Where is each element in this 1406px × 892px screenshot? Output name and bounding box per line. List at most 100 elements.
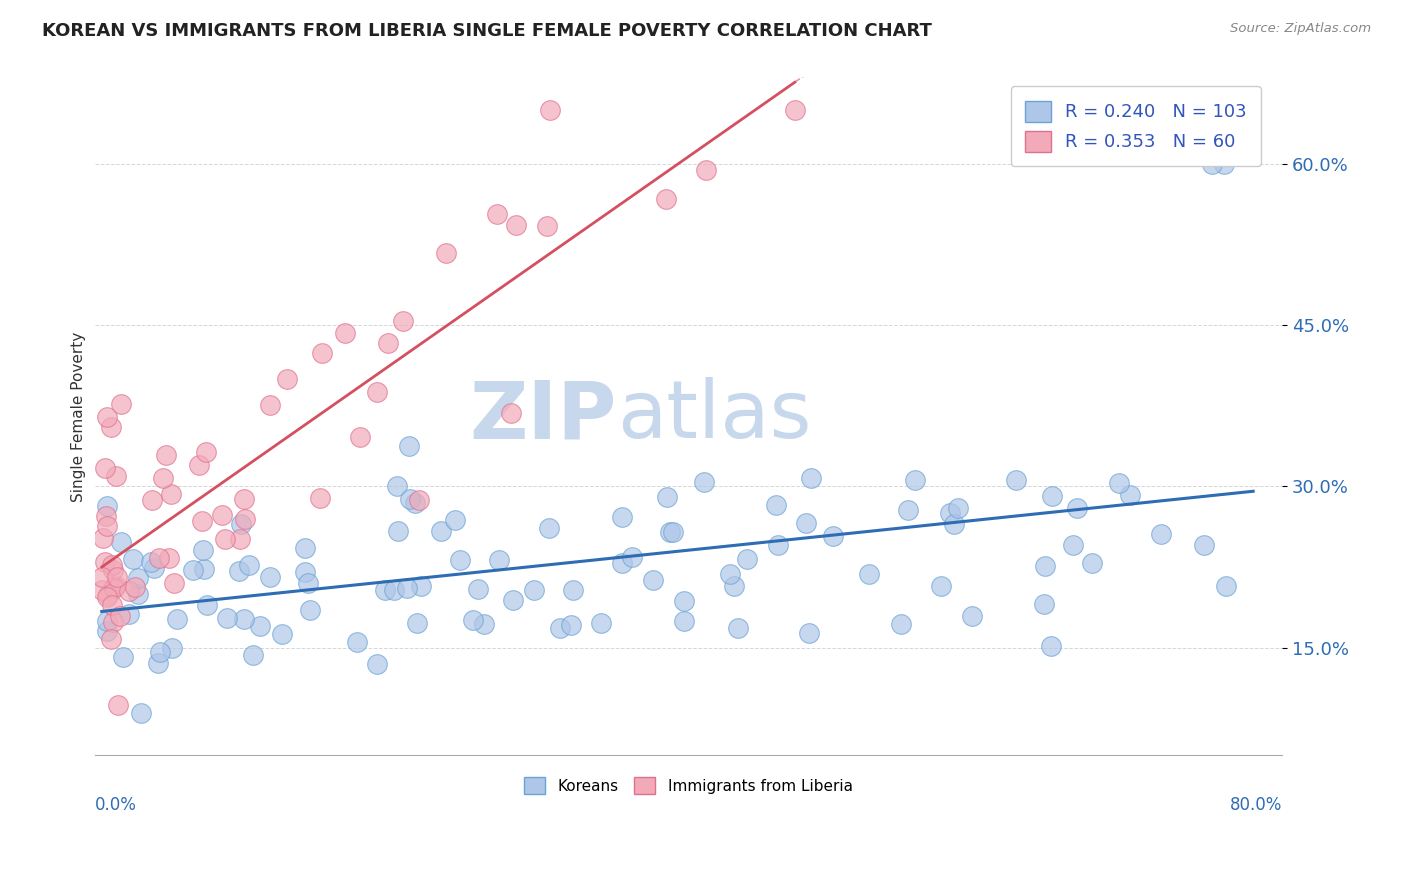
Point — [1213, 156, 1236, 170]
Point — [309, 491, 332, 506]
Point — [270, 627, 292, 641]
Point — [929, 579, 952, 593]
Point — [103, 581, 125, 595]
Point — [398, 439, 420, 453]
Point — [472, 617, 495, 632]
Point — [890, 617, 912, 632]
Point — [91, 531, 114, 545]
Text: atlas: atlas — [617, 377, 811, 456]
Point — [658, 524, 681, 539]
Point — [377, 336, 399, 351]
Point — [152, 471, 174, 485]
Point — [96, 615, 118, 629]
Point — [94, 508, 117, 523]
Point — [948, 501, 970, 516]
Point — [193, 562, 215, 576]
Point — [90, 569, 112, 583]
Point — [346, 635, 368, 649]
Point — [612, 556, 634, 570]
Point — [94, 461, 117, 475]
Point — [229, 516, 252, 531]
Point — [181, 563, 204, 577]
Point — [148, 550, 170, 565]
Point — [129, 706, 152, 720]
Point — [1066, 501, 1088, 516]
Point — [103, 581, 125, 595]
Point — [141, 493, 163, 508]
Point — [127, 587, 149, 601]
Point — [591, 615, 613, 630]
Point — [461, 613, 484, 627]
Point — [149, 645, 172, 659]
Point — [943, 517, 966, 532]
Point — [294, 541, 316, 556]
Point — [193, 543, 215, 558]
Point — [693, 475, 716, 490]
Point — [104, 579, 127, 593]
Point — [467, 582, 489, 596]
Point — [382, 583, 405, 598]
Point — [366, 385, 388, 400]
Point — [105, 570, 128, 584]
Point — [718, 566, 741, 581]
Point — [108, 608, 131, 623]
Y-axis label: Single Female Poverty: Single Female Poverty — [72, 331, 86, 501]
Point — [1149, 527, 1171, 541]
Point — [1040, 489, 1063, 503]
Point — [395, 581, 418, 595]
Point — [195, 598, 218, 612]
Point — [233, 612, 256, 626]
Point — [1039, 639, 1062, 653]
Point — [537, 521, 560, 535]
Point — [897, 503, 920, 517]
Point — [960, 608, 983, 623]
Point — [800, 471, 823, 485]
Point — [366, 657, 388, 671]
Point — [662, 525, 685, 540]
Point — [96, 499, 118, 513]
Text: ZIP: ZIP — [470, 377, 617, 456]
Point — [259, 398, 281, 412]
Point — [655, 193, 678, 207]
Point — [100, 419, 122, 434]
Point — [118, 583, 141, 598]
Point — [101, 558, 124, 572]
Point — [1062, 538, 1084, 552]
Point — [297, 576, 319, 591]
Point — [211, 508, 233, 523]
Point — [727, 621, 749, 635]
Point — [385, 479, 408, 493]
Point — [107, 698, 129, 713]
Point — [100, 598, 122, 612]
Text: Source: ZipAtlas.com: Source: ZipAtlas.com — [1230, 22, 1371, 36]
Point — [299, 603, 322, 617]
Point — [673, 594, 696, 608]
Point — [159, 487, 181, 501]
Text: 80.0%: 80.0% — [1230, 796, 1282, 814]
Point — [190, 515, 212, 529]
Point — [502, 593, 524, 607]
Point — [228, 564, 250, 578]
Point — [122, 551, 145, 566]
Point — [387, 524, 409, 538]
Point — [612, 509, 634, 524]
Point — [1108, 476, 1130, 491]
Text: 0.0%: 0.0% — [94, 796, 136, 814]
Point — [823, 528, 845, 542]
Point — [259, 570, 281, 584]
Point — [187, 458, 209, 472]
Point — [101, 615, 124, 629]
Point — [104, 469, 127, 483]
Point — [1004, 473, 1026, 487]
Point — [311, 346, 333, 360]
Point — [723, 579, 745, 593]
Point — [110, 397, 132, 411]
Point — [1033, 597, 1056, 611]
Point — [238, 558, 260, 573]
Point — [232, 491, 254, 506]
Point — [1080, 556, 1102, 570]
Point — [374, 582, 396, 597]
Point — [214, 532, 236, 546]
Point — [392, 314, 415, 328]
Point — [695, 163, 717, 178]
